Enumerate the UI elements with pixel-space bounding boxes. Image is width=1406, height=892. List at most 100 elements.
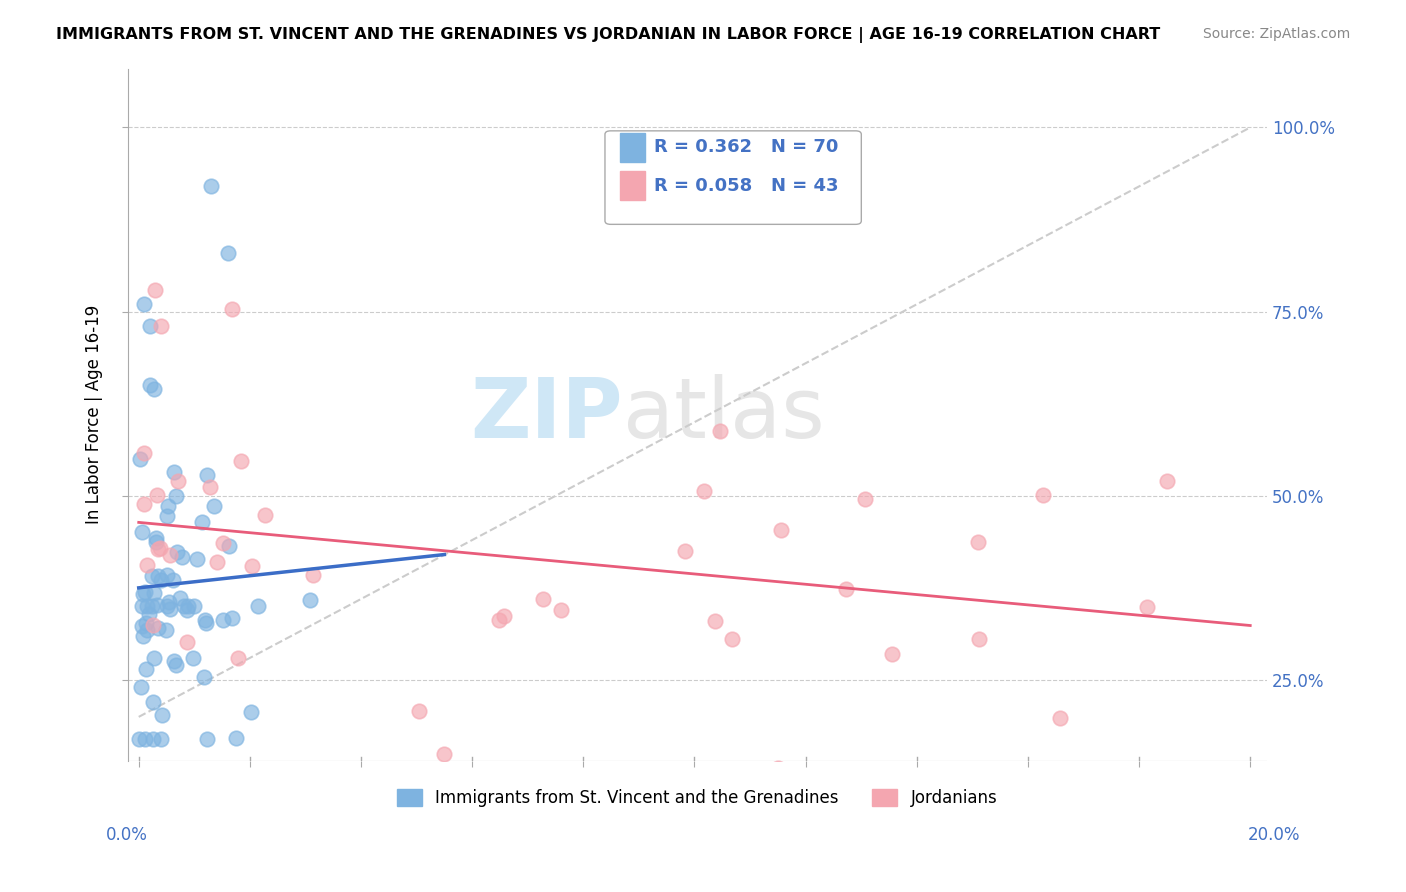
Bar	[620, 133, 645, 162]
Point	[143, 650, 166, 665]
Point	[142, 731, 165, 746]
Point	[246, 599, 269, 614]
Legend: Immigrants from St. Vincent and the Grenadines, Jordanians: Immigrants from St. Vincent and the Gren…	[389, 780, 1005, 815]
Point	[141, 599, 163, 614]
Point	[134, 731, 156, 746]
Point	[766, 761, 789, 775]
Point	[211, 613, 233, 627]
Point	[143, 382, 166, 396]
Point	[149, 731, 172, 746]
Point	[136, 558, 159, 573]
Point	[550, 603, 572, 617]
Point	[146, 488, 169, 502]
Point	[531, 592, 554, 607]
Point	[146, 569, 169, 583]
Point	[769, 523, 792, 537]
Point	[145, 534, 167, 549]
Point	[298, 593, 321, 607]
Point	[146, 621, 169, 635]
Point	[229, 453, 252, 467]
Point	[202, 500, 225, 514]
Point	[145, 531, 167, 545]
Point	[176, 635, 198, 649]
Point	[177, 599, 200, 614]
Text: 0.0%: 0.0%	[105, 826, 148, 844]
Point	[152, 708, 174, 723]
Point	[169, 591, 191, 606]
Point	[195, 467, 218, 482]
Point	[408, 704, 430, 718]
Point	[131, 618, 153, 632]
Point	[145, 283, 167, 297]
Point	[150, 573, 173, 587]
Text: R = 0.362   N = 70: R = 0.362 N = 70	[654, 138, 838, 156]
Text: ZIP: ZIP	[471, 375, 623, 455]
Point	[186, 552, 208, 566]
Point	[157, 499, 180, 513]
Point	[159, 602, 181, 616]
Point	[134, 584, 156, 599]
Point	[129, 681, 152, 695]
Text: IMMIGRANTS FROM ST. VINCENT AND THE GRENADINES VS JORDANIAN IN LABOR FORCE | AGE: IMMIGRANTS FROM ST. VINCENT AND THE GREN…	[56, 27, 1160, 43]
Point	[835, 582, 858, 596]
Point	[141, 569, 163, 583]
Point	[191, 516, 214, 530]
Point	[200, 479, 222, 493]
Point	[226, 651, 249, 665]
Point	[221, 302, 243, 317]
Point	[146, 598, 169, 612]
Point	[129, 452, 152, 467]
Point	[194, 615, 217, 630]
Point	[128, 731, 150, 746]
Point	[721, 632, 744, 646]
Point	[163, 654, 186, 668]
Point	[142, 694, 165, 708]
Point	[149, 541, 172, 555]
Point	[200, 179, 222, 194]
Point	[176, 603, 198, 617]
Point	[492, 609, 515, 624]
Point	[163, 466, 186, 480]
Point	[159, 548, 181, 562]
Point	[1156, 474, 1178, 488]
Point	[693, 483, 716, 498]
Point	[166, 545, 188, 559]
Text: 20.0%: 20.0%	[1249, 826, 1301, 844]
Point	[1136, 599, 1159, 614]
Point	[156, 508, 179, 523]
Point	[148, 542, 170, 557]
Point	[966, 534, 988, 549]
Point	[302, 568, 325, 582]
Point	[183, 650, 205, 665]
Point	[488, 613, 510, 627]
Point	[675, 544, 697, 558]
Point	[136, 599, 159, 614]
Point	[193, 670, 215, 684]
Point	[131, 599, 153, 614]
Text: R = 0.058   N = 43: R = 0.058 N = 43	[654, 177, 838, 194]
Point	[709, 424, 731, 438]
Point	[142, 617, 165, 632]
Point	[156, 599, 179, 614]
Point	[134, 446, 156, 460]
Point	[183, 599, 205, 614]
Point	[880, 647, 903, 661]
Point	[136, 623, 159, 637]
Point	[165, 489, 187, 503]
Point	[853, 492, 876, 507]
Point	[1032, 488, 1054, 502]
Point	[254, 508, 277, 523]
Text: Source: ZipAtlas.com: Source: ZipAtlas.com	[1202, 27, 1350, 41]
Point	[138, 607, 160, 621]
Point	[149, 319, 172, 334]
Point	[156, 568, 179, 582]
Point	[165, 657, 187, 672]
Point	[221, 611, 243, 625]
Point	[135, 662, 157, 676]
Point	[134, 497, 156, 511]
Point	[704, 614, 727, 628]
Point	[1049, 711, 1071, 725]
Point	[134, 297, 156, 311]
Point	[205, 555, 228, 569]
Point	[172, 550, 194, 565]
